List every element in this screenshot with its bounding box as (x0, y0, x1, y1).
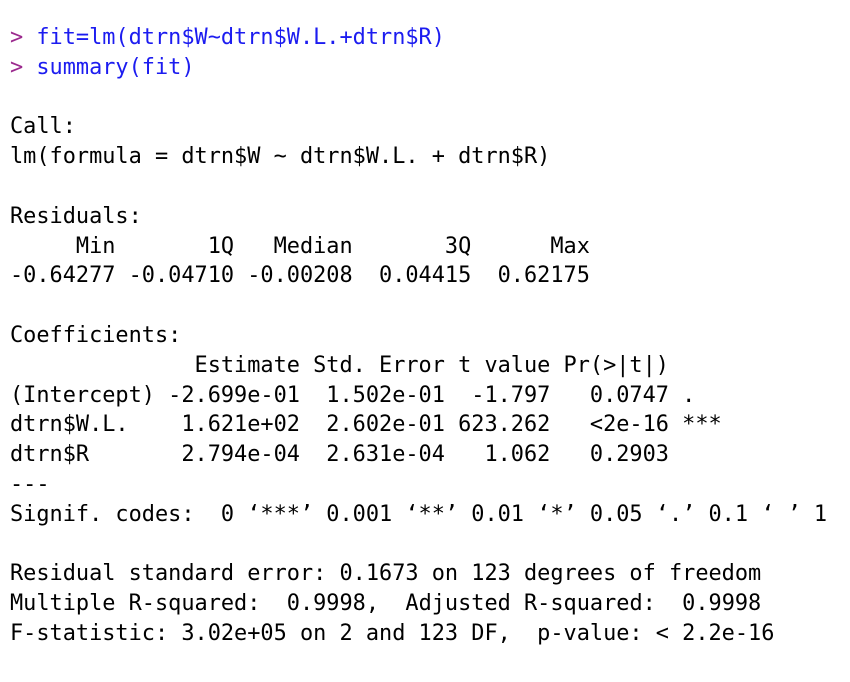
residual-standard-error: Residual standard error: 0.1673 on 123 d… (10, 561, 762, 587)
prompt-symbol: > (10, 54, 37, 80)
call-label: Call: (10, 114, 76, 140)
signif-codes: Signif. codes: 0 ‘***’ 0.001 ‘**’ 0.01 ‘… (10, 501, 828, 527)
prompt-symbol: > (10, 25, 37, 50)
coefficient-row-wl: dtrn$W.L. 1.621e+02 2.602e-01 623.262 <2… (10, 412, 722, 438)
command-line: > fit=lm(dtrn$W~dtrn$W.L.+dtrn$R) (10, 23, 827, 53)
coefficients-header: Estimate Std. Error t value Pr(>|t|) (10, 352, 722, 378)
command-text: summary(fit) (36, 54, 195, 80)
blank-line (10, 83, 827, 113)
command-line: > summary(fit) (10, 53, 827, 83)
call-formula: lm(formula = dtrn$W ~ dtrn$W.L. + dtrn$R… (10, 144, 551, 170)
blank-line (10, 291, 827, 321)
residuals-label: Residuals: (10, 203, 142, 229)
residuals-values: -0.64277 -0.04710 -0.00208 0.04415 0.621… (10, 263, 604, 289)
blank-line (10, 172, 827, 202)
coefficient-row-intercept: (Intercept) -2.699e-01 1.502e-01 -1.797 … (10, 382, 722, 408)
r-console[interactable]: > fit=lm(dtrn$W~dtrn$W.L.+dtrn$R) > summ… (10, 23, 827, 649)
residuals-header: Min 1Q Median 3Q Max (10, 233, 604, 259)
coefficient-row-r: dtrn$R 2.794e-04 2.631e-04 1.062 0.2903 (10, 442, 722, 468)
separator: --- (10, 471, 50, 497)
coefficients-label: Coefficients: (10, 322, 182, 348)
r-squared: Multiple R-squared: 0.9998, Adjusted R-s… (10, 591, 775, 617)
command-text: fit=lm(dtrn$W~dtrn$W.L.+dtrn$R) (36, 25, 445, 50)
blank-line (10, 530, 827, 560)
f-statistic: F-statistic: 3.02e+05 on 2 and 123 DF, p… (10, 620, 775, 646)
